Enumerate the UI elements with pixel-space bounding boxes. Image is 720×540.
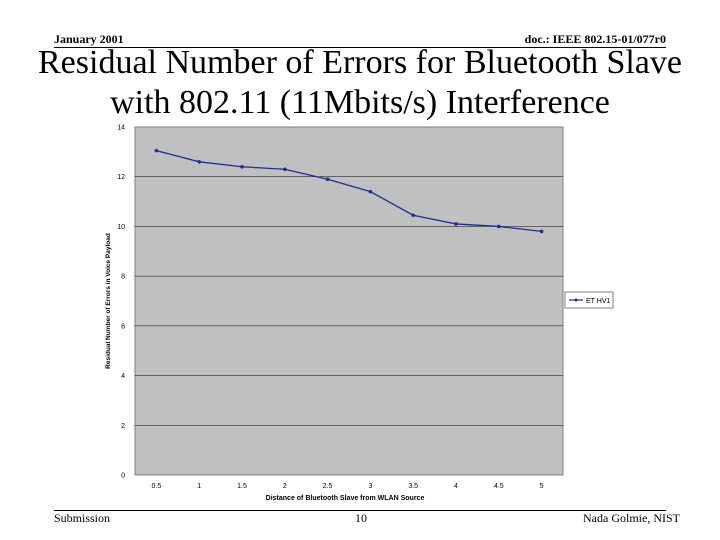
plot-area: [134, 126, 564, 476]
y-tick-label: 14: [117, 125, 125, 132]
y-tick-label: 4: [121, 373, 125, 380]
x-tick-label: 3.5: [408, 483, 418, 490]
data-point: [539, 229, 544, 234]
header-rule: [54, 47, 666, 48]
slide-title-line1: Residual Number of Errors for Bluetooth …: [38, 44, 682, 81]
y-tick-label: 8: [121, 274, 125, 281]
x-tick-label: 4.5: [494, 483, 504, 490]
data-point: [283, 167, 287, 172]
footer-author: Nada Golmie, NIST: [583, 511, 680, 525]
header-doc-id: doc.: IEEE 802.15-01/077r0: [524, 32, 666, 46]
y-tick-labels: 0 2 4 6 8 10 12 14: [117, 125, 125, 480]
y-tick-label: 6: [121, 323, 125, 330]
x-tick-label: 5: [540, 483, 544, 490]
series-line-et-hv1: [156, 149, 542, 233]
footer-submission: Submission: [54, 511, 111, 525]
x-tick-label: 2.5: [323, 483, 333, 490]
slide-title-line2: with 802.11 (11Mbits/s) Interference: [110, 84, 610, 121]
x-tick-label: 1.5: [237, 483, 247, 490]
x-axis-label: Distance of Bluetooth Slave from WLAN So…: [266, 495, 425, 502]
data-point: [154, 148, 159, 153]
y-tick-label: 0: [121, 473, 125, 480]
data-point: [325, 177, 330, 181]
x-tick-label: 4: [454, 483, 458, 490]
data-point: [411, 213, 416, 218]
legend-marker: [574, 298, 578, 302]
data-point: [368, 189, 373, 194]
legend-label: ET HV1: [586, 298, 610, 305]
x-tick-label: 2: [283, 483, 287, 490]
header-date: January 2001: [54, 32, 124, 46]
gridlines: [135, 176, 563, 426]
footer-rule: [54, 510, 666, 511]
x-tick-label: 1: [197, 483, 201, 490]
data-point: [454, 222, 458, 226]
x-tick-label: 0.5: [152, 483, 162, 490]
y-tick-label: 2: [121, 423, 125, 430]
y-tick-label: 12: [117, 174, 125, 181]
legend-box: [564, 291, 614, 309]
data-point: [497, 224, 501, 229]
x-tick-labels: 0.5 1 1.5 2 2.5 3 3.5 4 4.5 5: [152, 483, 544, 490]
footer-page-number: 10: [355, 511, 367, 525]
data-points: [154, 148, 544, 234]
x-tick-label: 3: [368, 483, 372, 490]
legend: ET HV1: [564, 291, 614, 309]
y-axis-label: Residual Number of Errors in Voice Paylo…: [105, 233, 112, 369]
data-point: [240, 164, 244, 169]
slide-title: Residual Number of Errors for Bluetooth …: [0, 43, 720, 123]
y-tick-label: 10: [117, 224, 125, 231]
data-point: [197, 160, 201, 164]
